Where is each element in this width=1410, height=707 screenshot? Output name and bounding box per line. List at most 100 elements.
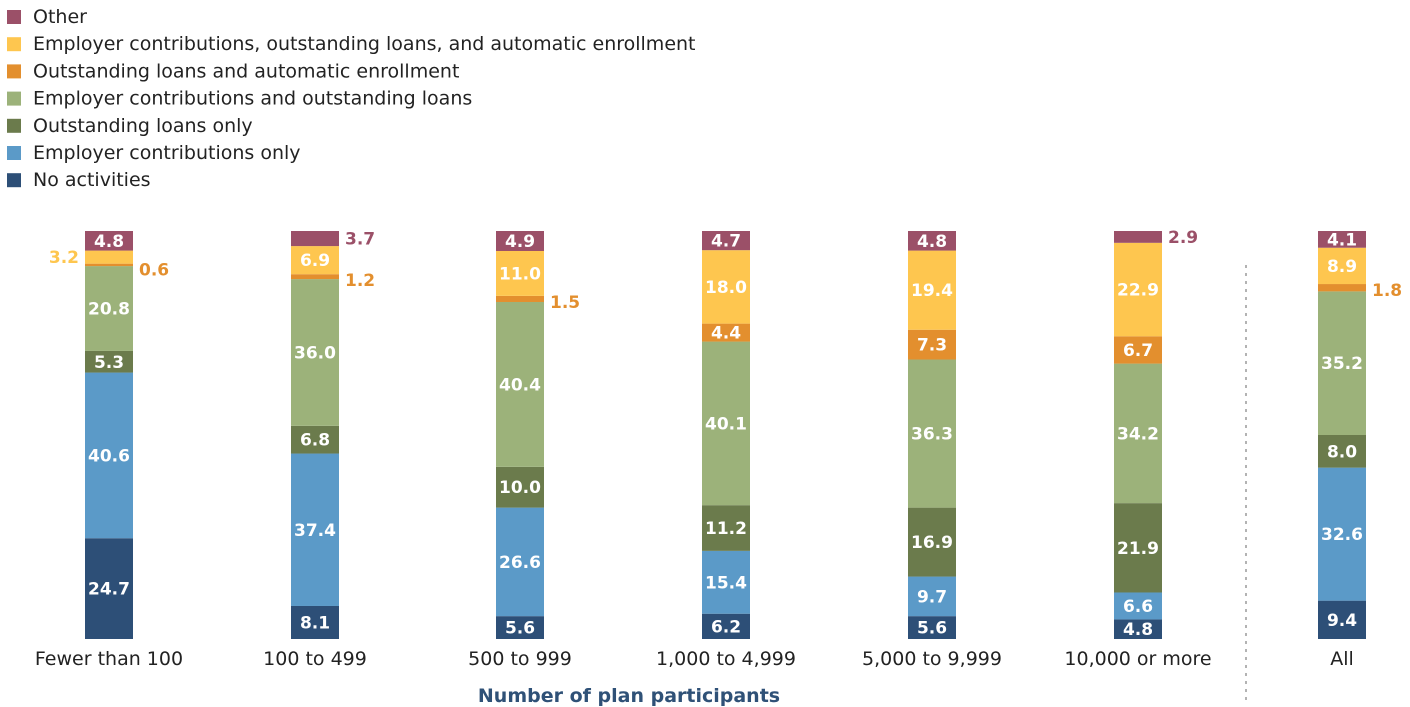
data-label: 5.3 [94, 353, 124, 373]
bar-segment [85, 231, 133, 251]
data-label: 3.7 [345, 230, 375, 250]
data-label: 40.6 [88, 446, 130, 466]
bar-segment [702, 613, 750, 639]
data-label: 15.4 [705, 573, 747, 593]
data-label: 4.8 [1123, 620, 1153, 640]
bar-segment [1318, 600, 1366, 639]
data-label: 3.2 [49, 248, 79, 268]
bar-segment [291, 425, 339, 454]
bar-segment [496, 507, 544, 617]
bar-segment [496, 295, 544, 302]
data-label: 9.4 [1327, 611, 1357, 631]
bar-segment [496, 466, 544, 508]
legend: Other Employer contributions, outstanding… [7, 6, 696, 191]
bar-segment [291, 246, 339, 275]
bar-segment [702, 250, 750, 324]
category-label: 1,000 to 4,999 [656, 648, 796, 670]
bar-segment [908, 507, 956, 577]
legend-entry: No activities [33, 169, 151, 191]
data-label: 19.4 [911, 281, 953, 301]
legend-entry: Outstanding loans only [33, 115, 253, 137]
data-label: 21.9 [1117, 539, 1159, 559]
bar-segment [496, 231, 544, 251]
data-label: 5.6 [505, 619, 535, 639]
bar-segment [1114, 619, 1162, 639]
bar-segment [1318, 467, 1366, 601]
bar-segment [291, 279, 339, 426]
data-label: 16.9 [911, 533, 953, 553]
bar-segment [702, 550, 750, 614]
category-label: 10,000 or more [1064, 648, 1211, 670]
data-label: 1.5 [550, 293, 580, 313]
data-label: 11.0 [499, 264, 541, 284]
category-label: 100 to 499 [263, 648, 367, 670]
category-label: All [1330, 648, 1354, 670]
bar-segment [1114, 503, 1162, 593]
data-label: 20.8 [88, 300, 130, 320]
data-label: 0.6 [139, 261, 169, 281]
data-label: 6.7 [1123, 341, 1153, 361]
data-label: 8.9 [1327, 257, 1357, 277]
plot-area: 24.7 40.6 5.3 20.8 0.6 3.2 4.8 8.1 37.4 6.8 36.0 1.… [49, 228, 1402, 640]
data-label: 35.2 [1321, 354, 1363, 374]
bar-segment [702, 231, 750, 251]
bar-segment [702, 323, 750, 342]
data-label: 24.7 [88, 580, 130, 600]
legend-swatch [7, 146, 21, 160]
legend-entry: Outstanding loans and automatic enrollme… [33, 60, 459, 82]
bar-segment [1318, 231, 1366, 248]
data-label: 5.6 [917, 619, 947, 639]
bar-segment [702, 341, 750, 506]
data-label: 2.9 [1168, 228, 1198, 248]
bar-segment [908, 576, 956, 617]
bar-segment [908, 329, 956, 360]
bar-segment [1114, 242, 1162, 337]
data-label: 36.0 [294, 343, 336, 363]
bar-segment [1114, 231, 1162, 243]
category-axis: Fewer than 100 100 to 499 500 to 999 1,000 … [35, 648, 1354, 670]
bar-segment [291, 231, 339, 247]
data-label: 6.9 [300, 251, 330, 271]
bar-segment [496, 250, 544, 296]
data-label: 1.2 [345, 271, 375, 291]
bar-segment [85, 372, 133, 539]
legend-swatch [7, 91, 21, 106]
data-label: 8.0 [1327, 442, 1357, 462]
bar-segment [1114, 363, 1162, 504]
bar-segment [1318, 247, 1366, 285]
legend-swatch [7, 118, 21, 133]
bar-segment [85, 263, 133, 267]
bar-segment [908, 250, 956, 330]
bar-segment [85, 350, 133, 373]
bar-segment [496, 616, 544, 639]
category-label: 500 to 999 [468, 648, 572, 670]
bar-segment [702, 505, 750, 551]
bar-segment [291, 453, 339, 606]
bar-segment [1318, 435, 1366, 468]
data-label: 40.1 [705, 414, 747, 434]
data-label: 4.9 [505, 232, 535, 252]
data-label: 8.1 [300, 613, 330, 633]
data-label: 26.6 [499, 553, 541, 573]
bar-segment [1114, 592, 1162, 620]
legend-swatch [7, 64, 21, 79]
x-axis-label: Number of plan participants [478, 685, 780, 707]
bar-segment [85, 250, 133, 264]
data-label: 6.6 [1123, 597, 1153, 617]
data-label: 9.7 [917, 587, 947, 607]
data-label: 6.8 [300, 431, 330, 451]
data-label: 4.8 [917, 232, 947, 252]
data-label: 4.8 [94, 232, 124, 252]
category-label: Fewer than 100 [35, 648, 183, 670]
data-label: 1.8 [1372, 281, 1402, 301]
bar-segment [85, 266, 133, 351]
bar-segment [908, 359, 956, 508]
data-label: 18.0 [705, 278, 747, 298]
bar-segment [291, 605, 339, 639]
legend-entry: Other [33, 6, 87, 28]
data-label: 4.7 [711, 232, 741, 252]
legend-entry: Employer contributions, outstanding loan… [33, 33, 696, 55]
bar-segment [1318, 291, 1366, 435]
legend-swatch [7, 173, 21, 188]
data-label: 4.4 [711, 324, 741, 344]
